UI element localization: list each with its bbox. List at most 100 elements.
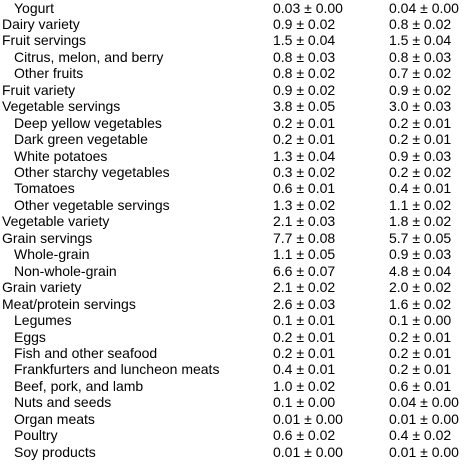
value-cell-col1: 2.1 ± 0.03 bbox=[273, 213, 336, 230]
row-label: Whole-grain bbox=[14, 246, 90, 263]
value-cell-col1: 0.01 ± 0.00 bbox=[273, 443, 343, 460]
value-cell-col2: 0.7 ± 0.02 bbox=[389, 65, 452, 82]
table-row: Nuts and seeds 0.1 ± 0.00 0.04 ± 0.00 bbox=[0, 392, 474, 413]
table-row: Vegetable servings 3.8 ± 0.05 3.0 ± 0.03 bbox=[0, 96, 474, 117]
table-row: Fruit servings 1.5 ± 0.04 1.5 ± 0.04 bbox=[0, 30, 474, 51]
table-row: Fruit variety 0.9 ± 0.02 0.9 ± 0.02 bbox=[0, 80, 474, 101]
table-row: Yogurt 0.03 ± 0.00 0.04 ± 0.00 bbox=[0, 0, 474, 18]
row-label: Legumes bbox=[14, 312, 72, 329]
value-cell-col1: 0.6 ± 0.01 bbox=[273, 180, 336, 197]
value-cell-col2: 1.1 ± 0.02 bbox=[389, 196, 452, 213]
value-cell-col2: 2.0 ± 0.02 bbox=[389, 279, 452, 296]
value-cell-col2: 0.4 ± 0.01 bbox=[389, 180, 452, 197]
table-row: Beef, pork, and lamb 1.0 ± 0.02 0.6 ± 0.01 bbox=[0, 376, 474, 397]
value-cell-col1: 1.3 ± 0.02 bbox=[273, 196, 336, 213]
value-cell-col2: 3.0 ± 0.03 bbox=[389, 98, 452, 115]
value-cell-col1: 0.2 ± 0.01 bbox=[273, 131, 336, 148]
value-cell-col1: 0.9 ± 0.02 bbox=[273, 15, 336, 32]
value-cell-col1: 0.2 ± 0.01 bbox=[273, 114, 336, 131]
row-label: Other vegetable servings bbox=[14, 196, 170, 213]
row-label: Fruit servings bbox=[2, 32, 87, 49]
value-cell-col1: 0.4 ± 0.01 bbox=[273, 361, 336, 378]
table-row: Meat/protein servings 2.6 ± 0.03 1.6 ± 0.0… bbox=[0, 294, 474, 315]
row-label: Beef, pork, and lamb bbox=[14, 377, 144, 394]
value-cell-col2: 0.04 ± 0.00 bbox=[389, 0, 459, 16]
value-cell-col2: 0.6 ± 0.01 bbox=[389, 377, 452, 394]
value-cell-col1: 1.1 ± 0.05 bbox=[273, 246, 336, 263]
row-label: White potatoes bbox=[14, 147, 108, 164]
table-row: Dark green vegetable 0.2 ± 0.01 0.2 ± 0.01 bbox=[0, 129, 474, 150]
row-label: Eggs bbox=[14, 328, 46, 345]
table-row: Tomatoes 0.6 ± 0.01 0.4 ± 0.01 bbox=[0, 178, 474, 199]
row-label: Dairy variety bbox=[2, 15, 80, 32]
table-row: Soy products 0.01 ± 0.00 0.01 ± 0.00 bbox=[0, 442, 474, 463]
row-label: Frankfurters and luncheon meats bbox=[14, 361, 220, 378]
row-label: Poultry bbox=[14, 427, 58, 444]
row-label: Other starchy vegetables bbox=[14, 164, 170, 180]
value-cell-col2: 0.2 ± 0.01 bbox=[389, 114, 452, 131]
row-label: Soy products bbox=[14, 443, 96, 460]
value-cell-col1: 0.8 ± 0.02 bbox=[273, 65, 336, 82]
table-row: Deep yellow vegetables 0.2 ± 0.01 0.2 ± 0.… bbox=[0, 113, 474, 134]
value-cell-col2: 0.9 ± 0.03 bbox=[389, 246, 452, 263]
table-row: Whole-grain 1.1 ± 0.05 0.9 ± 0.03 bbox=[0, 244, 474, 265]
value-cell-col2: 4.8 ± 0.04 bbox=[389, 262, 452, 279]
value-cell-col2: 1.8 ± 0.02 bbox=[389, 213, 452, 230]
table-row: Organ meats 0.01 ± 0.00 0.01 ± 0.00 bbox=[0, 409, 474, 430]
value-cell-col2: 5.7 ± 0.05 bbox=[389, 229, 452, 246]
value-cell-col1: 0.8 ± 0.03 bbox=[273, 48, 336, 65]
row-label: Other fruits bbox=[14, 65, 84, 82]
value-cell-col1: 0.01 ± 0.00 bbox=[273, 410, 343, 427]
value-cell-col1: 6.6 ± 0.07 bbox=[273, 262, 336, 279]
table-row: Vegetable variety 2.1 ± 0.03 1.8 ± 0.02 bbox=[0, 211, 474, 232]
value-cell-col1: 0.3 ± 0.02 bbox=[273, 164, 336, 180]
table-row: Non-whole-grain 6.6 ± 0.07 4.8 ± 0.04 bbox=[0, 261, 474, 282]
value-cell-col2: 0.1 ± 0.00 bbox=[389, 312, 452, 329]
row-label: Organ meats bbox=[14, 410, 95, 427]
value-cell-col1: 0.03 ± 0.00 bbox=[273, 0, 343, 16]
row-label: Vegetable variety bbox=[2, 213, 110, 230]
table-row: Eggs 0.2 ± 0.01 0.2 ± 0.01 bbox=[0, 327, 474, 348]
table-row: Legumes 0.1 ± 0.01 0.1 ± 0.00 bbox=[0, 310, 474, 331]
value-cell-col1: 0.2 ± 0.01 bbox=[273, 328, 336, 345]
value-cell-col1: 0.1 ± 0.00 bbox=[273, 394, 336, 411]
row-label: Fruit variety bbox=[2, 81, 76, 98]
row-label: Nuts and seeds bbox=[14, 394, 112, 411]
value-cell-col2: 0.9 ± 0.03 bbox=[389, 147, 452, 164]
table-row: Frankfurters and luncheon meats 0.4 ± 0.0… bbox=[0, 359, 474, 380]
value-cell-col1: 2.6 ± 0.03 bbox=[273, 295, 336, 312]
row-label: Fish and other seafood bbox=[14, 344, 158, 361]
table-row: Fish and other seafood 0.2 ± 0.01 0.2 ± 0.… bbox=[0, 343, 474, 364]
table-row: Dairy variety 0.9 ± 0.02 0.8 ± 0.02 bbox=[0, 14, 474, 35]
row-label: Non-whole-grain bbox=[14, 262, 117, 279]
value-cell-col1: 1.5 ± 0.04 bbox=[273, 32, 336, 49]
table-row: Other starchy vegetables 0.3 ± 0.02 0.2 ± … bbox=[0, 162, 474, 183]
table-row: Poultry 0.6 ± 0.02 0.4 ± 0.02 bbox=[0, 425, 474, 446]
value-cell-col2: 0.2 ± 0.02 bbox=[389, 164, 452, 180]
row-label: Meat/protein servings bbox=[2, 295, 136, 312]
table-row: Other fruits 0.8 ± 0.02 0.7 ± 0.02 bbox=[0, 63, 474, 84]
value-cell-col2: 0.2 ± 0.01 bbox=[389, 344, 452, 361]
value-cell-col2: 0.8 ± 0.03 bbox=[389, 48, 452, 65]
value-cell-col2: 0.2 ± 0.01 bbox=[389, 361, 452, 378]
value-cell-col1: 2.1 ± 0.02 bbox=[273, 279, 336, 296]
value-cell-col2: 0.01 ± 0.00 bbox=[389, 443, 459, 460]
row-label: Vegetable servings bbox=[2, 98, 121, 115]
value-cell-col1: 1.3 ± 0.04 bbox=[273, 147, 336, 164]
table-row: White potatoes 1.3 ± 0.04 0.9 ± 0.03 bbox=[0, 146, 474, 167]
value-cell-col2: 0.04 ± 0.00 bbox=[389, 394, 459, 411]
value-cell-col1: 3.8 ± 0.05 bbox=[273, 98, 336, 115]
row-label: Grain variety bbox=[2, 279, 82, 296]
row-label: Grain servings bbox=[2, 229, 93, 246]
value-cell-col2: 0.2 ± 0.01 bbox=[389, 131, 452, 148]
value-cell-col2: 0.8 ± 0.02 bbox=[389, 15, 452, 32]
row-label: Deep yellow vegetables bbox=[14, 114, 162, 131]
value-cell-col1: 0.2 ± 0.01 bbox=[273, 344, 336, 361]
value-cell-col1: 7.7 ± 0.08 bbox=[273, 229, 336, 246]
table-row: Other vegetable servings 1.3 ± 0.02 1.1 ± … bbox=[0, 195, 474, 216]
row-label: Dark green vegetable bbox=[14, 131, 148, 148]
row-label: Yogurt bbox=[14, 0, 54, 16]
table-row: Grain variety 2.1 ± 0.02 2.0 ± 0.02 bbox=[0, 277, 474, 298]
row-label: Citrus, melon, and berry bbox=[14, 48, 164, 65]
